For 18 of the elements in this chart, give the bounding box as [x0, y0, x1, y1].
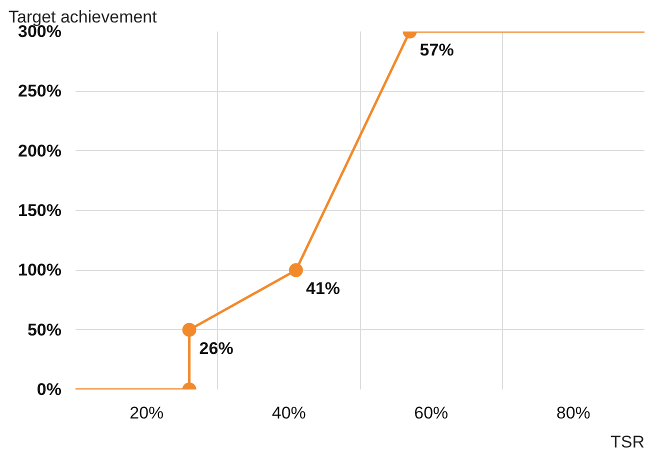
- y-axis-title: Target achievement: [8, 8, 158, 26]
- y-tick-label: 250%: [18, 82, 62, 101]
- annotation: 41%: [306, 279, 340, 298]
- x-tick-label: 40%: [272, 404, 306, 422]
- point: [182, 322, 196, 337]
- y-tick-label: 0%: [36, 380, 62, 399]
- y-tick-label: 150%: [18, 201, 62, 220]
- x-tick-label: 60%: [414, 404, 448, 422]
- y-tick-label: 100%: [18, 260, 62, 280]
- annotation: 57%: [420, 40, 454, 60]
- point: [288, 263, 303, 278]
- y-tick-label: 200%: [18, 141, 62, 160]
- y-tick-label: 50%: [27, 320, 62, 340]
- x-tick-label: 80%: [556, 404, 590, 422]
- line-series: [76, 32, 644, 390]
- annotation: 26%: [199, 338, 234, 358]
- x-tick-label: 20%: [130, 404, 164, 422]
- x-axis-title: TSR: [610, 432, 644, 452]
